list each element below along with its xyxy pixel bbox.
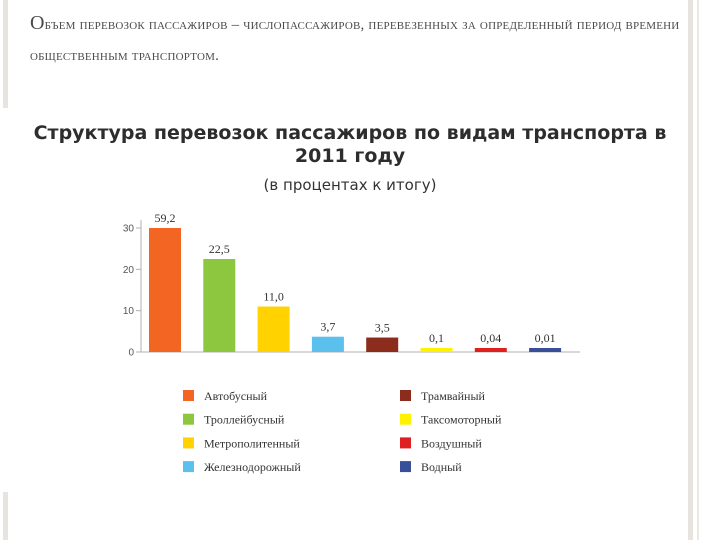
bar-8 [529,348,562,352]
y-tick-label: 10 [123,306,135,317]
legend-swatch [183,390,194,401]
legend-swatch [400,461,411,473]
legend-label: Таксомоторный [421,413,502,427]
legend-label: Водный [421,460,462,474]
right-decorative-rule-thin [697,0,699,540]
value-label: 22,5 [209,242,230,256]
value-label: 0,1 [429,331,444,345]
left-decorative-rule-top [3,0,8,108]
value-label: 59,2 [155,211,176,225]
legend-label: Железнодорожный [204,460,301,474]
bars [149,228,562,352]
legend: Автобусный Троллейбусный Метрополитенный Же… [183,389,502,474]
bar-1 [149,228,181,352]
legend-label: Метрополитенный [204,436,300,450]
chart-title: Структура перевозок пассажиров по видам … [33,122,667,167]
value-label: 11,0 [263,290,284,304]
legend-label: Воздушный [421,436,482,450]
legend-swatch [400,413,411,425]
legend-label: Троллейбусный [204,413,285,427]
bar-7 [474,348,507,352]
legend-swatch [183,461,194,473]
slide-title: Объем перевозок пассажиров – числопассаж… [30,8,680,72]
slide-title-text: бъем перевозок пассажиров – числопассажи… [30,17,680,64]
legend-swatch [183,437,194,449]
bar-6 [420,348,453,352]
chart-subtitle: (в процентах к итогу) [263,176,437,194]
value-label: 0,04 [480,331,501,345]
slide-title-initial: О [30,12,45,34]
left-decorative-rule-bottom [3,492,8,540]
legend-swatch [400,390,411,401]
y-tick-label: 20 [123,265,135,276]
bar-5 [366,337,399,352]
legend-swatch [400,437,411,449]
legend-label: Трамвайный [421,389,486,403]
value-label: 0,01 [535,331,556,345]
legend-swatch [183,413,194,425]
bar-3 [257,306,290,352]
bar-4 [311,336,344,352]
bar-2 [203,259,236,352]
y-tick-label: 30 [123,224,135,235]
value-label: 3,5 [375,321,390,335]
right-decorative-rule [688,0,693,540]
y-ticks: 0 10 20 30 [123,224,141,359]
y-tick-label: 0 [128,348,134,359]
legend-label: Автобусный [204,389,268,403]
value-labels: 59,2 22,5 11,0 3,7 3,5 0,1 0,04 0,01 [155,211,556,345]
value-label: 3,7 [320,320,335,334]
